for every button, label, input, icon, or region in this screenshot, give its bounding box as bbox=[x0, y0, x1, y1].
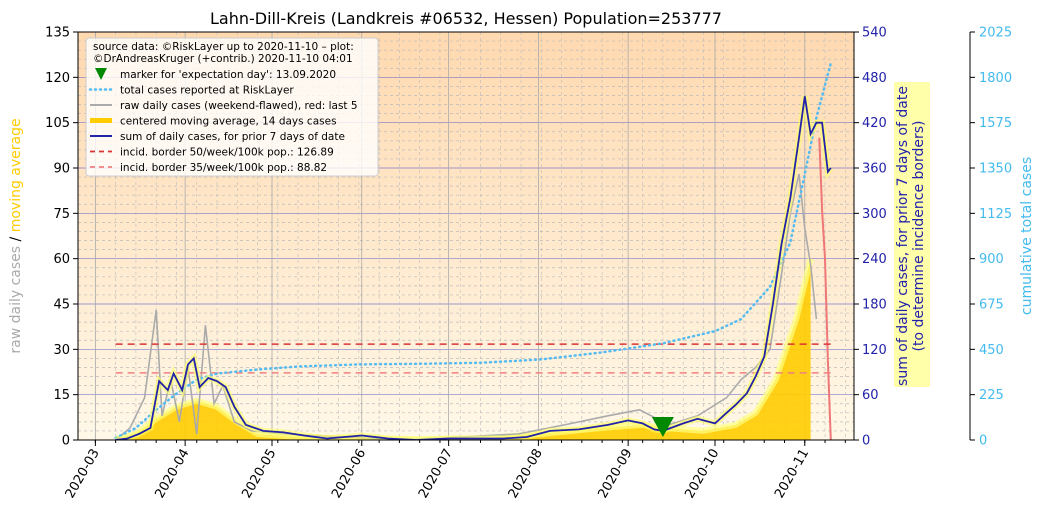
left-tick-label: 135 bbox=[45, 26, 70, 41]
left-tick-label: 0 bbox=[62, 434, 70, 449]
legend: source data: ©RiskLayer up to 2020-11-10… bbox=[85, 37, 379, 177]
right2-label: cumulative total cases bbox=[1019, 157, 1035, 315]
right2-tick-label: 2025 bbox=[979, 26, 1012, 41]
right2-tick-label: 450 bbox=[979, 343, 1004, 358]
expectation-day-marker bbox=[651, 417, 674, 437]
right1-tick-label: 420 bbox=[862, 116, 887, 131]
right2-tick-label: 900 bbox=[979, 252, 1004, 267]
raw-daily-cases-last5-line bbox=[818, 137, 832, 440]
left-label-ma: moving average bbox=[8, 118, 24, 232]
x-tick-label: 2020-09 bbox=[595, 447, 635, 502]
right1-tick-label: 180 bbox=[862, 298, 887, 313]
left-label-sep: / bbox=[8, 236, 24, 241]
legend-box bbox=[85, 37, 379, 177]
legend-entry: incid. border 35/week/100k pop.: 88.82 bbox=[90, 162, 327, 174]
legend-source-line1: source data: ©RiskLayer up to 2020-11-10… bbox=[93, 41, 354, 53]
legend-label: total cases reported at RiskLayer bbox=[120, 84, 294, 96]
legend-entry: incid. border 50/week/100k pop.: 126.89 bbox=[90, 146, 334, 158]
left-tick-label: 15 bbox=[53, 388, 70, 403]
legend-marker-icon bbox=[95, 68, 107, 80]
legend-label: incid. border 50/week/100k pop.: 126.89 bbox=[120, 146, 334, 158]
legend-label: centered moving average, 14 days cases bbox=[120, 115, 337, 127]
legend-entry: marker for 'expectation day': 13.09.2020 bbox=[95, 68, 336, 81]
right2-axis-label: cumulative total cases bbox=[1019, 157, 1035, 315]
x-axis: 2020-03 2020-04 2020-05 2020-06 2020-07 2020-… bbox=[63, 440, 846, 501]
right1-tick-label: 480 bbox=[862, 71, 887, 86]
legend-entries: marker for 'expectation day': 13.09.2020… bbox=[88, 68, 358, 174]
left-tick-label: 30 bbox=[53, 343, 70, 358]
x-tick-label: 2020-10 bbox=[682, 447, 722, 502]
legend-label: raw daily cases (weekend-flawed), red: l… bbox=[120, 100, 358, 112]
sum7-line bbox=[115, 96, 832, 440]
left-tick-label: 45 bbox=[53, 298, 70, 313]
left-label-raw: raw daily cases bbox=[8, 246, 24, 354]
series-layer bbox=[114, 61, 834, 440]
x-tick-label: 2020-11 bbox=[772, 447, 812, 502]
legend-label: marker for 'expectation day': 13.09.2020 bbox=[120, 69, 336, 81]
legend-entry: centered moving average, 14 days cases bbox=[90, 115, 337, 127]
right2-tick-label: 675 bbox=[979, 298, 1004, 313]
chart-title: Lahn-Dill-Kreis (Landkreis #06532, Hesse… bbox=[210, 9, 722, 28]
x-tick-label: 2020-03 bbox=[63, 447, 103, 502]
right2-tick-label: 1575 bbox=[979, 116, 1012, 131]
left-tick-label: 120 bbox=[45, 71, 70, 86]
left-tick-label: 75 bbox=[53, 207, 70, 222]
left-tick-label: 60 bbox=[53, 252, 70, 267]
right1-label-line1: sum of daily cases, for prior 7 days of … bbox=[895, 86, 911, 386]
x-tick-label: 2020-08 bbox=[506, 447, 546, 502]
right-axis-sum7: 0 60 120 180 240 300 360 420 480 540 bbox=[854, 26, 887, 449]
right2-tick-label: 225 bbox=[979, 388, 1004, 403]
right1-tick-label: 60 bbox=[862, 388, 879, 403]
x-tick-label: 2020-04 bbox=[152, 447, 192, 502]
plot-frame bbox=[77, 31, 855, 441]
right1-tick-label: 0 bbox=[862, 434, 870, 449]
right1-tick-label: 300 bbox=[862, 207, 887, 222]
left-axis-label: raw daily cases / moving average bbox=[8, 118, 24, 353]
x-tick-label: 2020-07 bbox=[416, 447, 456, 502]
right1-label-background bbox=[894, 82, 930, 387]
right1-tick-label: 360 bbox=[862, 162, 887, 177]
left-axis: 0 15 30 45 60 75 90 105 120 135 bbox=[45, 26, 78, 449]
x-tick-label: 2020-05 bbox=[239, 447, 279, 502]
left-tick-label: 105 bbox=[45, 116, 70, 131]
right1-tick-label: 120 bbox=[862, 343, 887, 358]
right2-tick-label: 1800 bbox=[979, 71, 1012, 86]
legend-entry: total cases reported at RiskLayer bbox=[88, 84, 294, 96]
left-tick-label: 90 bbox=[53, 162, 70, 177]
right1-tick-label: 540 bbox=[862, 26, 887, 41]
legend-entry: raw daily cases (weekend-flawed), red: l… bbox=[90, 100, 358, 112]
x-tick-label: 2020-06 bbox=[329, 447, 369, 502]
right2-tick-label: 1125 bbox=[979, 207, 1012, 222]
right2-tick-label: 0 bbox=[979, 434, 987, 449]
legend-label: incid. border 35/week/100k pop.: 88.82 bbox=[120, 162, 327, 174]
right2-tick-label: 1350 bbox=[979, 162, 1012, 177]
right1-tick-label: 240 bbox=[862, 252, 887, 267]
right-axis-cumulative: 0 225 450 675 900 1125 1350 1575 1800 2025 bbox=[970, 26, 1012, 449]
svg-text:raw daily cases / moving avera: raw daily cases / moving average bbox=[8, 118, 24, 353]
legend-source-line2: ©DrAndreasKruger (+contrib.) 2020-11-10 … bbox=[93, 53, 353, 65]
legend-entry: sum of daily cases, for prior 7 days of … bbox=[90, 131, 345, 143]
right1-label-line2: (to determine incidence borders) bbox=[911, 121, 927, 352]
legend-label: sum of daily cases, for prior 7 days of … bbox=[120, 131, 345, 143]
right1-axis-label: sum of daily cases, for prior 7 days of … bbox=[895, 86, 927, 386]
